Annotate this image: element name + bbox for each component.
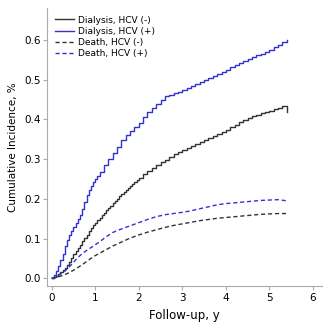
Legend: Dialysis, HCV (-), Dialysis, HCV (+), Death, HCV (-), Death, HCV (+): Dialysis, HCV (-), Dialysis, HCV (+), De… bbox=[52, 13, 158, 61]
Y-axis label: Cumulative Incidence, %: Cumulative Incidence, % bbox=[8, 82, 18, 212]
X-axis label: Follow-up, y: Follow-up, y bbox=[149, 309, 220, 322]
